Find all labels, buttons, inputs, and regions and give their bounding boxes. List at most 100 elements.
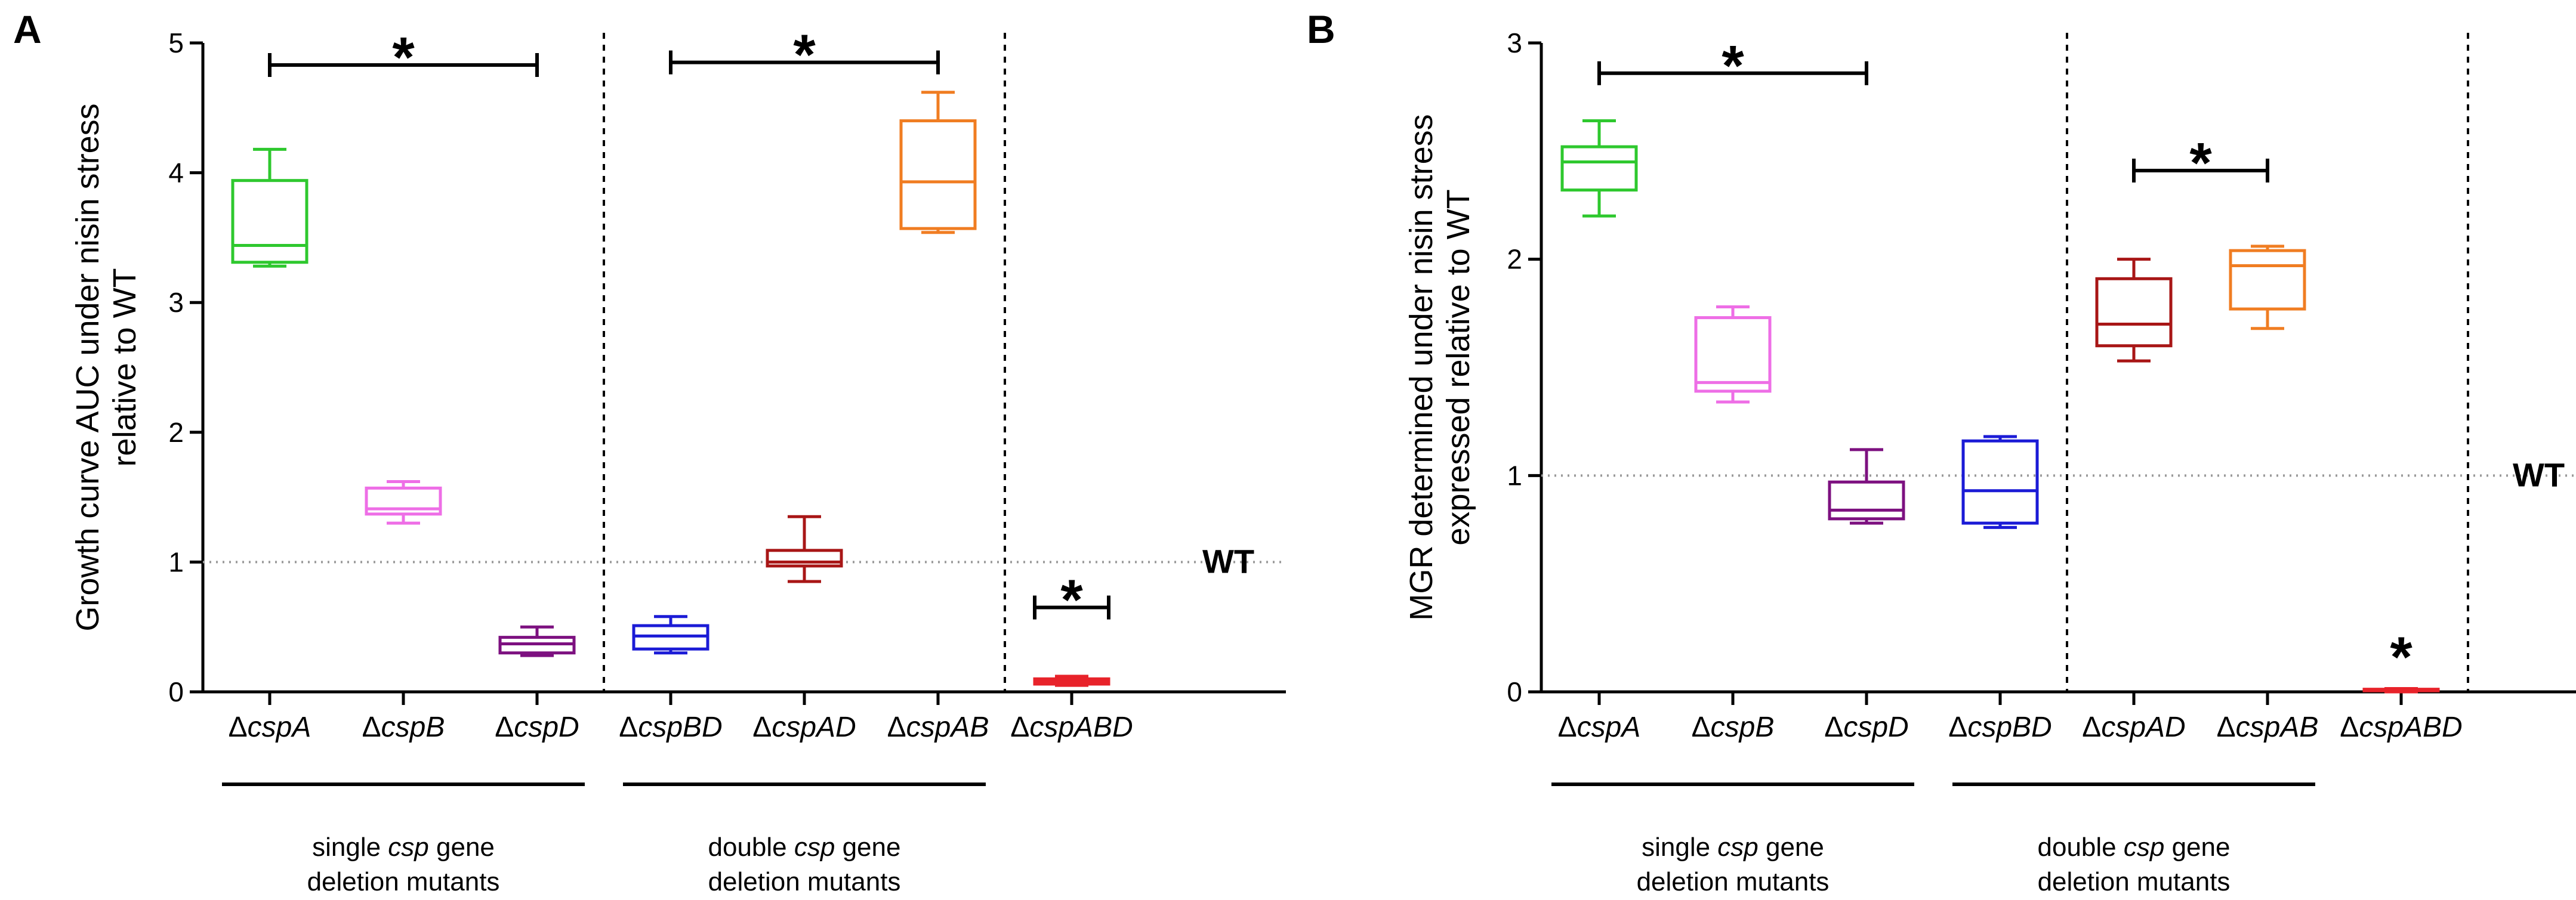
y-tick-label: 5 xyxy=(168,27,184,58)
group-label: single csp gene xyxy=(312,833,495,862)
category-name: cspA xyxy=(1577,712,1641,743)
y-tick-label: 3 xyxy=(1507,27,1522,58)
box-body xyxy=(1828,480,1905,521)
group-label-emphasis: csp xyxy=(1717,833,1758,862)
group-label-emphasis: csp xyxy=(2124,833,2164,862)
group-label-text: gene xyxy=(2164,833,2230,862)
y-axis-title-line: relative to WT xyxy=(107,268,143,466)
category-name: cspD xyxy=(514,712,579,743)
category-prefix: Δ xyxy=(1558,712,1577,743)
box-cspA xyxy=(231,147,308,268)
category-label: ΔcspAB xyxy=(2217,712,2319,743)
category-name: cspABD xyxy=(1029,712,1133,743)
category-prefix: Δ xyxy=(1824,712,1843,743)
category-label: ΔcspABD xyxy=(1010,712,1133,743)
box-cspABD xyxy=(1033,675,1110,687)
category-prefix: Δ xyxy=(2340,712,2359,743)
box-cspBD xyxy=(632,615,709,655)
group-label-text: deletion mutants xyxy=(307,867,500,896)
group-label-text: gene xyxy=(429,833,495,862)
group-label: deletion mutants xyxy=(307,867,500,896)
box-cspAB xyxy=(899,91,977,234)
panel-a: A 0 1 2 3 4 5 Growth curve AUC under nisin stre… xyxy=(13,7,1286,896)
wt-label: WT xyxy=(2513,456,2565,493)
significance-star: * xyxy=(392,26,415,89)
box-cspB xyxy=(1694,305,1772,404)
y-tick-label: 4 xyxy=(168,157,184,188)
box-cspD xyxy=(1828,448,1905,525)
category-prefix: Δ xyxy=(229,712,248,743)
group-label-text: single xyxy=(1642,833,1717,862)
group-label-text: deletion mutants xyxy=(1637,867,1830,896)
category-label: ΔcspAD xyxy=(752,712,856,743)
category-label: ΔcspA xyxy=(229,712,311,743)
box-body xyxy=(1560,145,1638,192)
category-name: cspB xyxy=(1711,712,1775,743)
category-name: cspAB xyxy=(2236,712,2319,743)
significance-star: * xyxy=(2390,626,2413,689)
panel-letter: A xyxy=(13,7,42,51)
category-prefix: Δ xyxy=(1010,712,1029,743)
box-cspB xyxy=(365,480,442,525)
y-tick-label: 0 xyxy=(1507,676,1522,707)
group-label: single csp gene xyxy=(1642,833,1824,862)
box-cspBD xyxy=(1961,435,2039,529)
group-label-text: double xyxy=(708,833,794,862)
y-axis-title-line: Growth curve AUC under nisin stress xyxy=(70,103,106,631)
category-label: ΔcspBD xyxy=(1948,712,2051,743)
significance-star: * xyxy=(2189,131,2212,195)
significance-star: * xyxy=(1060,568,1083,632)
group-label-emphasis: csp xyxy=(388,833,428,862)
box-body xyxy=(899,119,977,230)
box-body xyxy=(2229,249,2306,311)
wt-label: WT xyxy=(1202,542,1254,580)
box-body xyxy=(231,179,308,264)
category-label: ΔcspB xyxy=(1692,712,1775,743)
category-name: cspBD xyxy=(1967,712,2051,743)
box-body xyxy=(1694,316,1772,393)
category-label: ΔcspD xyxy=(495,712,579,743)
category-label: ΔcspAB xyxy=(887,712,989,743)
box-cspAD xyxy=(766,515,843,583)
category-name: cspAB xyxy=(906,712,989,743)
box-cspD xyxy=(498,625,576,657)
group-label-emphasis: csp xyxy=(794,833,835,862)
group-label: deletion mutants xyxy=(2038,867,2231,896)
y-tick-label: 1 xyxy=(168,546,184,577)
box-body xyxy=(766,549,843,568)
category-prefix: Δ xyxy=(752,712,772,743)
category-prefix: Δ xyxy=(619,712,638,743)
y-tick-label: 1 xyxy=(1507,460,1522,491)
category-prefix: Δ xyxy=(362,712,381,743)
category-prefix: Δ xyxy=(2082,712,2101,743)
category-prefix: Δ xyxy=(887,712,906,743)
category-label: ΔcspBD xyxy=(619,712,722,743)
y-tick-label: 2 xyxy=(168,417,184,448)
group-label-text: single xyxy=(312,833,388,862)
group-label-text: gene xyxy=(1759,833,1824,862)
category-label: ΔcspB xyxy=(362,712,445,743)
category-name: cspB xyxy=(381,712,445,743)
y-tick-label: 3 xyxy=(168,287,184,318)
category-label: ΔcspD xyxy=(1824,712,1908,743)
category-label: ΔcspABD xyxy=(2340,712,2462,743)
category-name: cspAD xyxy=(772,712,856,743)
y-axis-title: Growth curve AUC under nisin stressrelat… xyxy=(70,103,143,631)
category-label: ΔcspAD xyxy=(2082,712,2185,743)
box-cspA xyxy=(1560,119,1638,218)
group-label-text: gene xyxy=(835,833,900,862)
category-prefix: Δ xyxy=(1948,712,1967,743)
category-label: ΔcspA xyxy=(1558,712,1641,743)
y-axis-title: MGR determined under nisin stressexpress… xyxy=(1403,114,1476,620)
category-prefix: Δ xyxy=(495,712,514,743)
box-body xyxy=(365,486,442,516)
category-prefix: Δ xyxy=(2217,712,2236,743)
box-cspAD xyxy=(2095,258,2173,363)
category-prefix: Δ xyxy=(1692,712,1711,743)
panel-b: B 0 1 2 3 MGR determined under nisin stressex… xyxy=(1307,7,2576,896)
y-axis-title-line: expressed relative to WT xyxy=(1440,189,1476,545)
group-label: deletion mutants xyxy=(1637,867,1830,896)
box-cspABD xyxy=(2362,687,2440,694)
box-body xyxy=(1961,439,2039,525)
